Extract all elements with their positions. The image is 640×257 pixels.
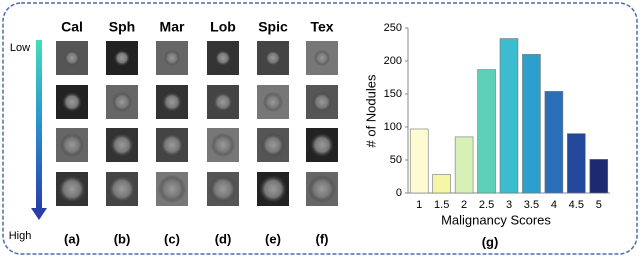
bar bbox=[454, 136, 474, 194]
nodule bbox=[58, 175, 86, 203]
nodule bbox=[312, 92, 332, 112]
x-tick-label: 4.5 bbox=[569, 199, 584, 211]
nodule bbox=[114, 50, 130, 66]
column-header: Mar bbox=[160, 19, 185, 35]
nodule bbox=[112, 92, 132, 112]
column-header: Cal bbox=[61, 19, 83, 35]
x-tick-label: 3 bbox=[506, 199, 512, 211]
nodule bbox=[211, 133, 235, 157]
column-header: Lob bbox=[210, 19, 236, 35]
y-tick-label: 250 bbox=[384, 22, 402, 34]
high-label: High bbox=[9, 230, 32, 242]
nodule bbox=[259, 175, 287, 203]
low-label: Low bbox=[10, 42, 30, 54]
x-tick-label: 1.5 bbox=[434, 199, 449, 211]
y-tick-label: 100 bbox=[384, 121, 402, 133]
nodule bbox=[261, 133, 285, 157]
column-label: (d) bbox=[215, 231, 232, 246]
x-tick-label: 5 bbox=[596, 199, 602, 211]
column-label: (b) bbox=[114, 231, 131, 246]
x-tick-label: 4 bbox=[551, 199, 557, 211]
bar bbox=[499, 38, 519, 194]
nodule bbox=[209, 175, 237, 203]
y-tick-label: 150 bbox=[384, 88, 402, 100]
nodule bbox=[310, 133, 334, 157]
nodule bbox=[60, 133, 84, 157]
x-tick-label: 2 bbox=[461, 199, 467, 211]
y-axis-label: # of Nodules bbox=[363, 74, 378, 147]
bar bbox=[432, 174, 451, 194]
nodule bbox=[162, 92, 182, 112]
y-tick-label: 50 bbox=[390, 154, 402, 166]
arrow-shaft bbox=[36, 40, 42, 210]
nodule bbox=[265, 50, 281, 66]
x-tick-label: 2.5 bbox=[479, 199, 494, 211]
column-header: Tex bbox=[310, 19, 333, 35]
bar bbox=[544, 91, 564, 194]
arrow-head bbox=[31, 208, 47, 220]
bar bbox=[477, 69, 496, 194]
nodule bbox=[62, 92, 82, 112]
column-header: Sph bbox=[109, 19, 135, 35]
x-axis-label: Malignancy Scores bbox=[441, 212, 551, 227]
column-label: (c) bbox=[164, 231, 180, 246]
column-label: (a) bbox=[64, 231, 80, 246]
nodule bbox=[158, 175, 186, 203]
nodule bbox=[308, 175, 336, 203]
x-tick-label: 1 bbox=[416, 199, 422, 211]
y-tick-label: 200 bbox=[384, 55, 402, 67]
column-label: (e) bbox=[265, 231, 281, 246]
bar bbox=[567, 133, 586, 194]
panel-label: (g) bbox=[482, 234, 499, 249]
nodule bbox=[108, 175, 136, 203]
nodule bbox=[213, 92, 233, 112]
bar bbox=[589, 159, 609, 194]
nodule bbox=[263, 92, 283, 112]
nodule bbox=[160, 133, 184, 157]
bar bbox=[409, 128, 429, 194]
nodule bbox=[164, 50, 180, 66]
nodule bbox=[314, 50, 330, 66]
y-tick-label: 0 bbox=[396, 187, 402, 199]
column-label: (f) bbox=[316, 231, 329, 246]
column-header: Spic bbox=[258, 19, 288, 35]
nodule bbox=[64, 50, 80, 66]
x-tick-label: 3.5 bbox=[524, 199, 539, 211]
bar bbox=[522, 54, 541, 194]
nodule bbox=[110, 133, 134, 157]
patch-grid: Cal (a) Sph (b) Mar (c) Lob (d) Spic (e) Tex (f) bbox=[56, 19, 338, 246]
bar-chart: (g) Malignancy Scores # of Nodules 0 50 10… bbox=[363, 22, 610, 249]
nodule bbox=[215, 50, 231, 66]
